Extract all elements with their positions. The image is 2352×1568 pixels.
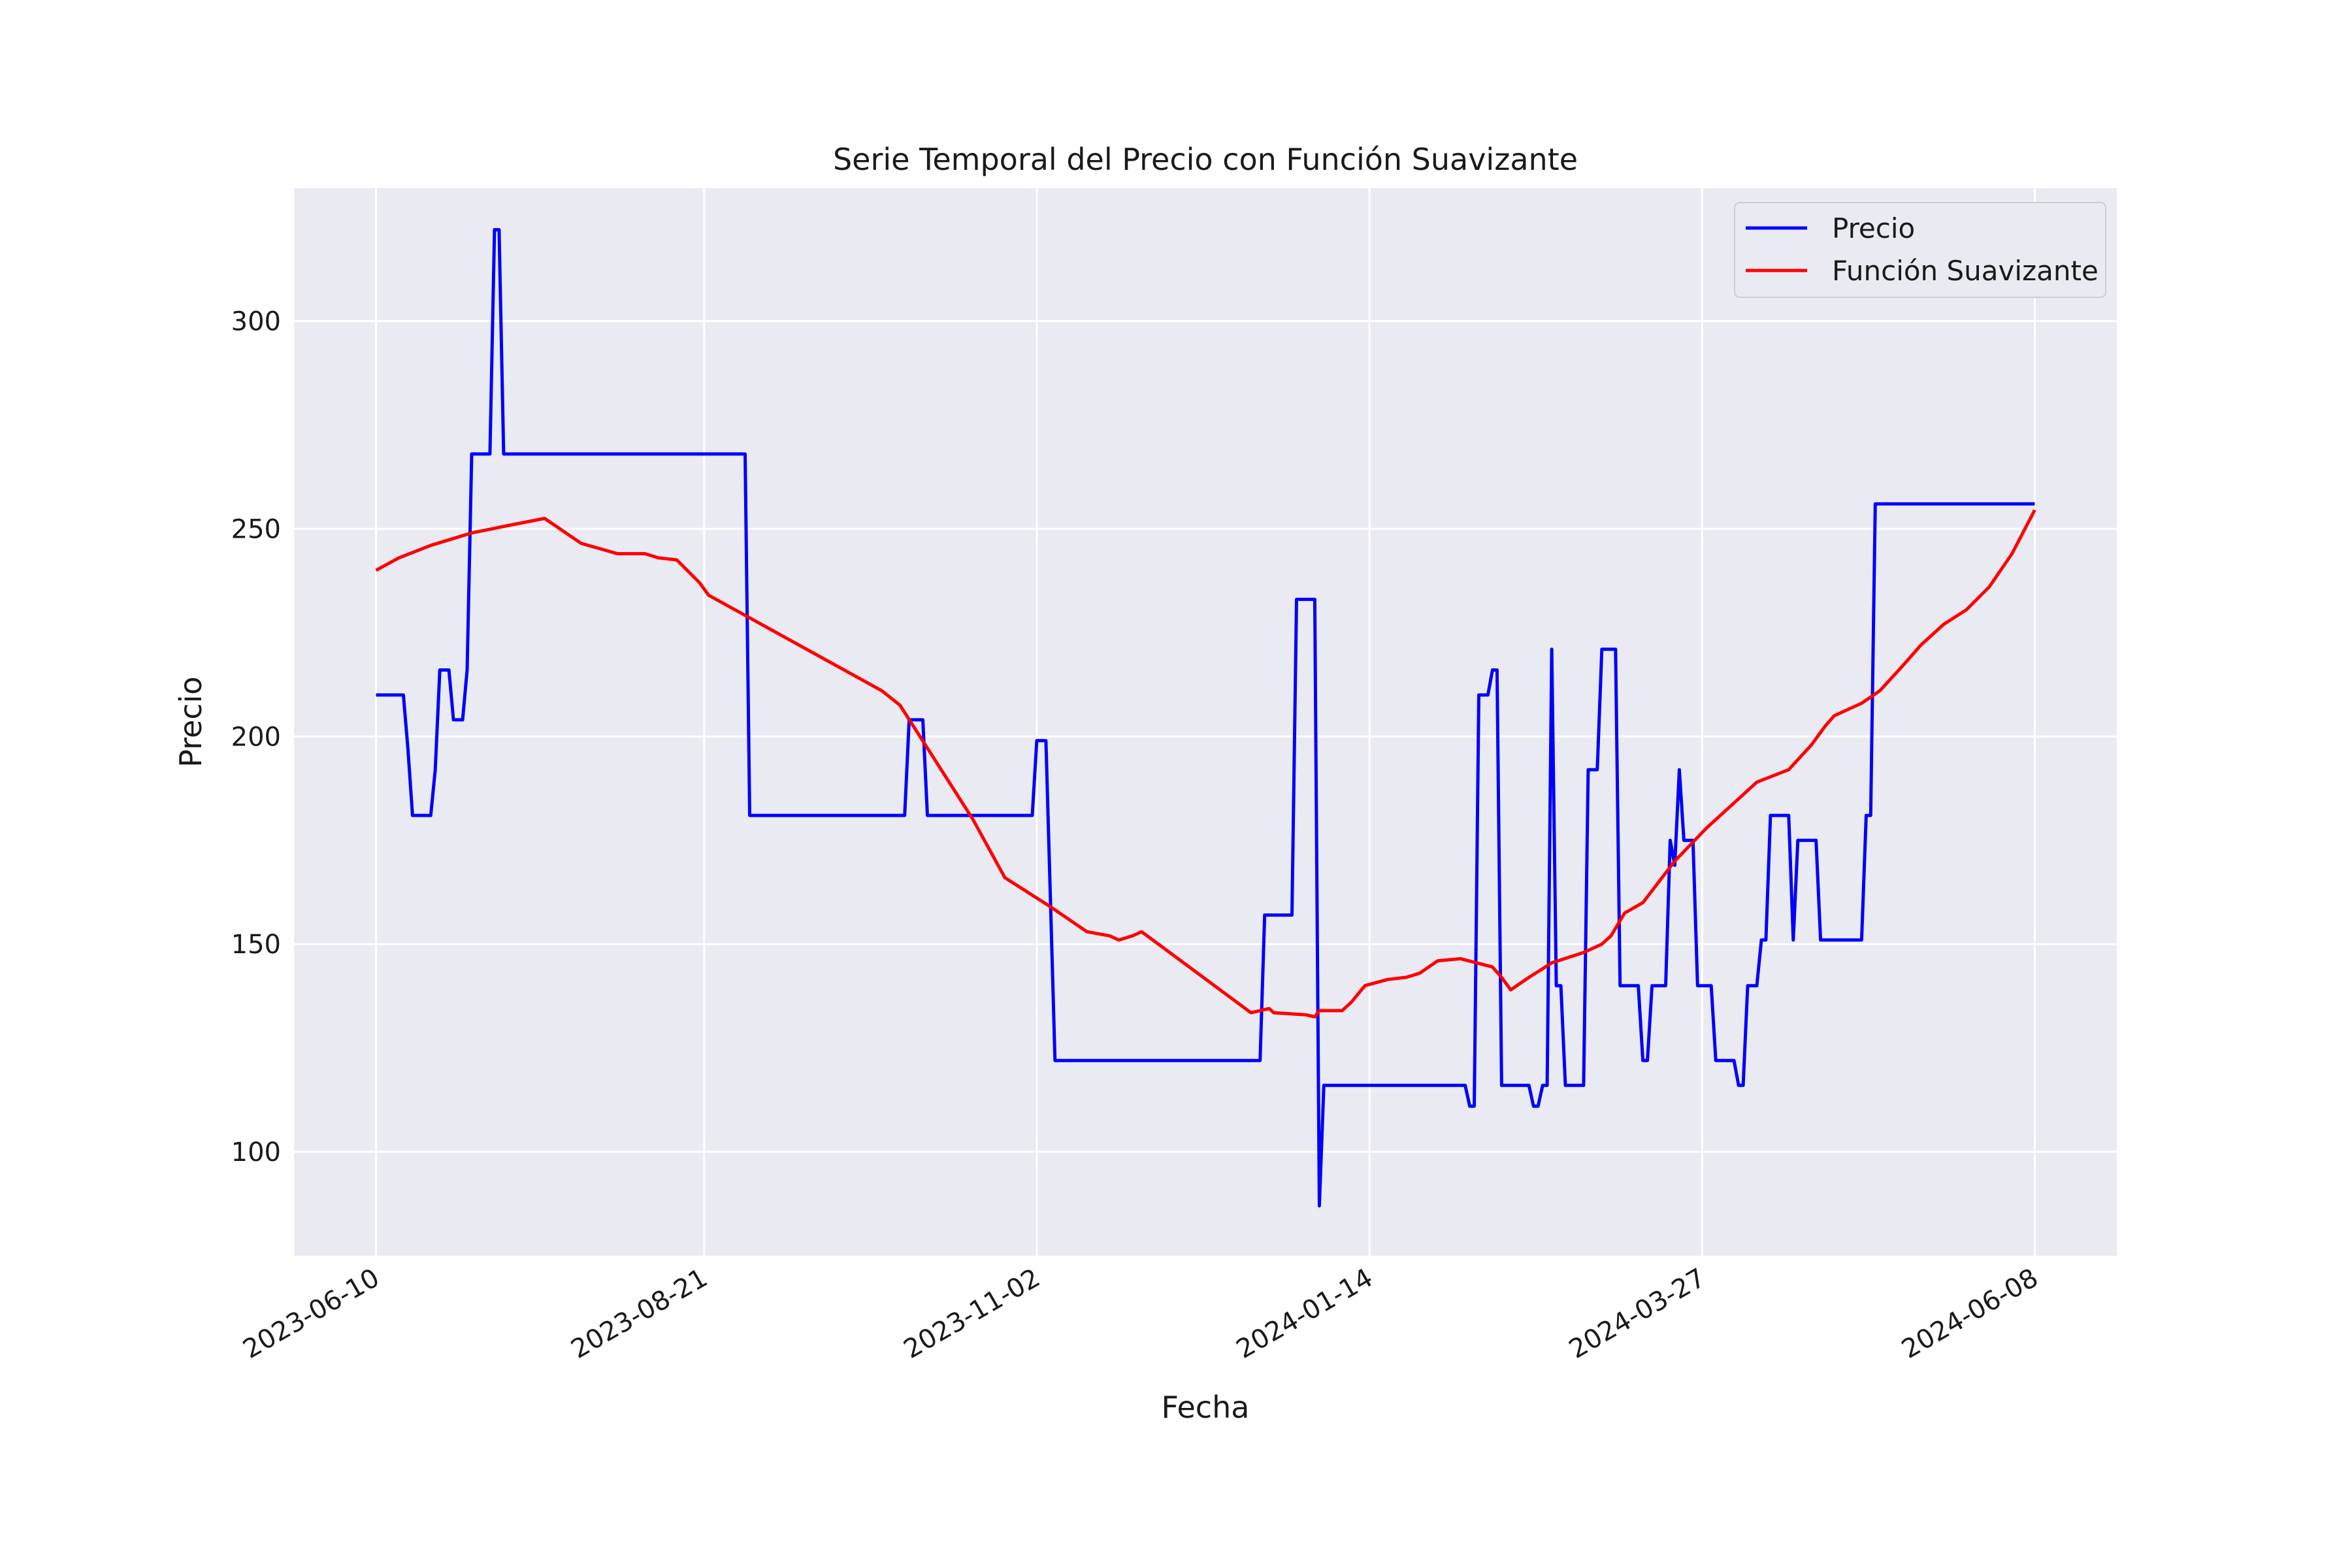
grid-x — [375, 188, 2036, 1256]
legend-label-precio: Precio — [1832, 212, 1915, 244]
y-tick-label: 300 — [231, 306, 281, 336]
y-tick-label: 100 — [231, 1137, 281, 1168]
series-line-precio — [376, 228, 2035, 1208]
grid-y — [294, 319, 2117, 1153]
series-layer — [375, 228, 2036, 1208]
y-tick-label: 200 — [231, 722, 281, 752]
plot-area — [294, 188, 2117, 1256]
x-axis-label: Fecha — [1162, 1390, 1250, 1425]
y-axis-label: Precio — [173, 676, 208, 767]
y-tick-label: 250 — [231, 514, 281, 544]
legend: Precio Función Suavizante — [1734, 202, 2106, 298]
legend-label-suavizante: Función Suavizante — [1832, 255, 2099, 287]
chart-title: Serie Temporal del Precio con Función Su… — [833, 142, 1578, 177]
series-line-suavizante — [375, 509, 2036, 1019]
legend-box — [1734, 202, 2106, 298]
y-tick-labels: 100 150 200 250 300 — [231, 306, 281, 1168]
y-tick-label: 150 — [231, 930, 281, 960]
